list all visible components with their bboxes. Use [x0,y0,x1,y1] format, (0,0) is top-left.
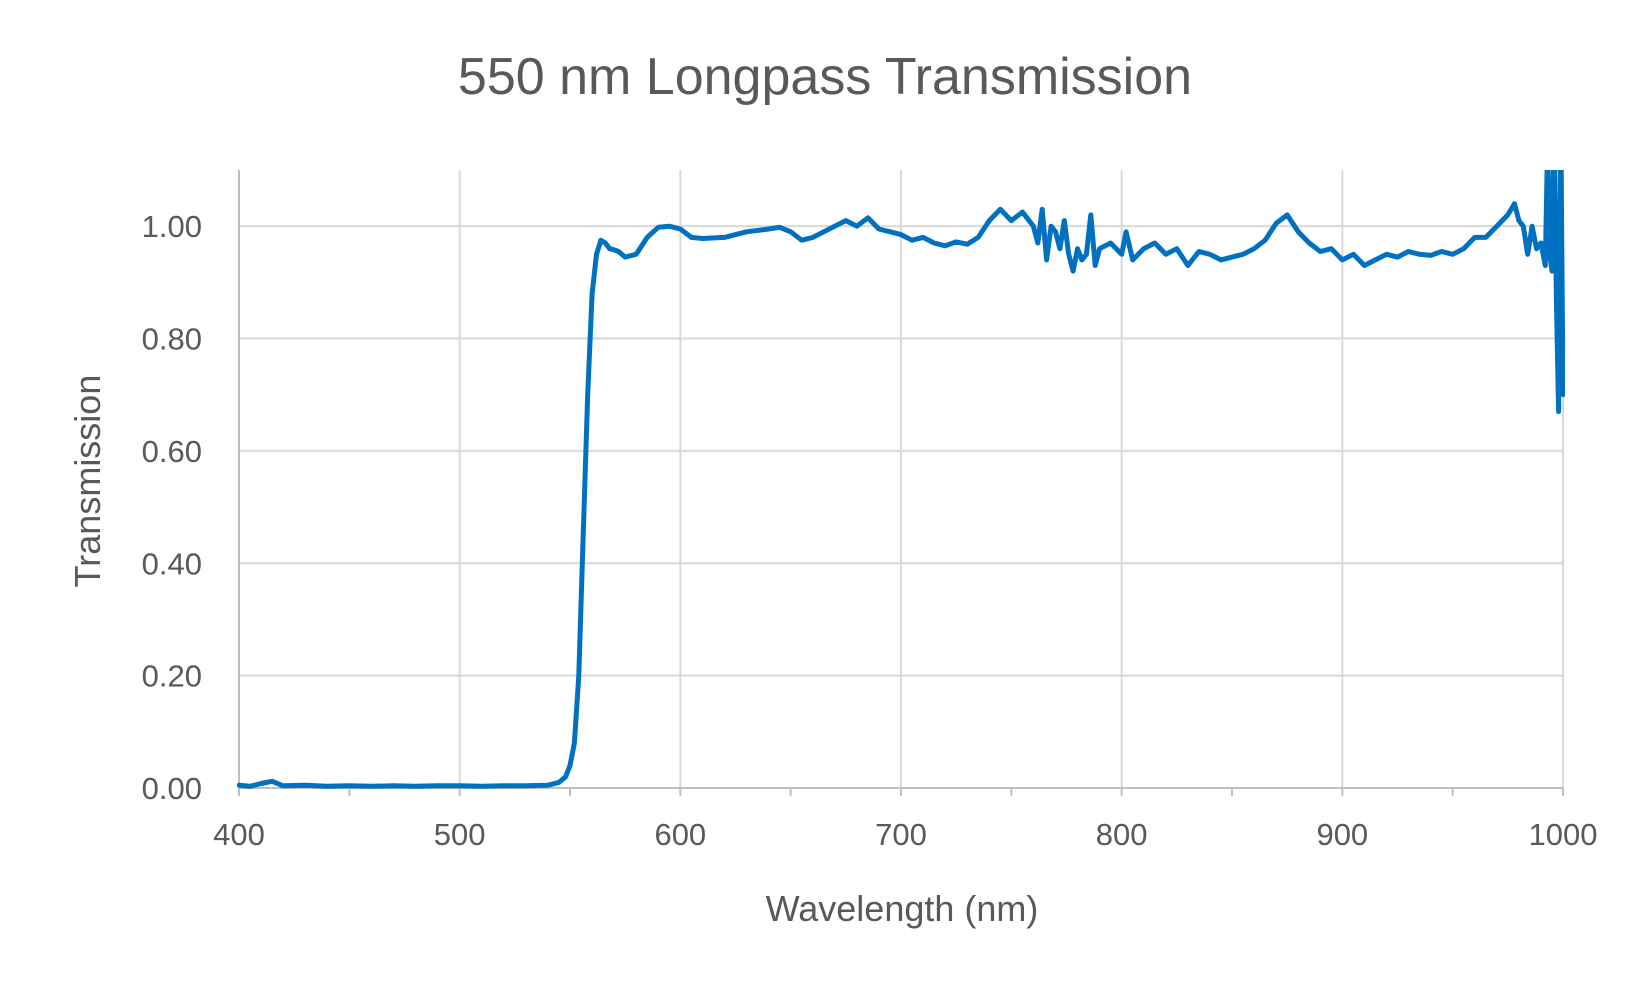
y-tick-label: 0.40 [142,546,202,581]
x-tick-label: 900 [1316,817,1368,852]
chart-title: 550 nm Longpass Transmission [458,48,1192,106]
x-tick-label: 700 [875,817,927,852]
y-tick-label: 1.00 [142,209,202,244]
y-tick-label: 0.20 [142,659,202,694]
x-axis-title: Wavelength (nm) [766,888,1039,929]
x-tick-label: 800 [1096,817,1148,852]
y-tick-label: 0.80 [142,322,202,357]
transmission-series-line [237,170,1565,789]
y-tick-label: 0.00 [142,771,202,806]
x-tick-label: 400 [213,817,265,852]
series-layer [237,170,1565,789]
x-tick-label: 500 [434,817,486,852]
x-tick-label: 600 [654,817,706,852]
tick-labels: 0.00 0.20 0.40 0.60 0.80 1.00 400 500 600 700 800 9… [142,209,1598,852]
y-axis-title: Transmission [67,375,108,588]
x-tick-label: 1000 [1529,817,1598,852]
y-tick-label: 0.60 [142,434,202,469]
